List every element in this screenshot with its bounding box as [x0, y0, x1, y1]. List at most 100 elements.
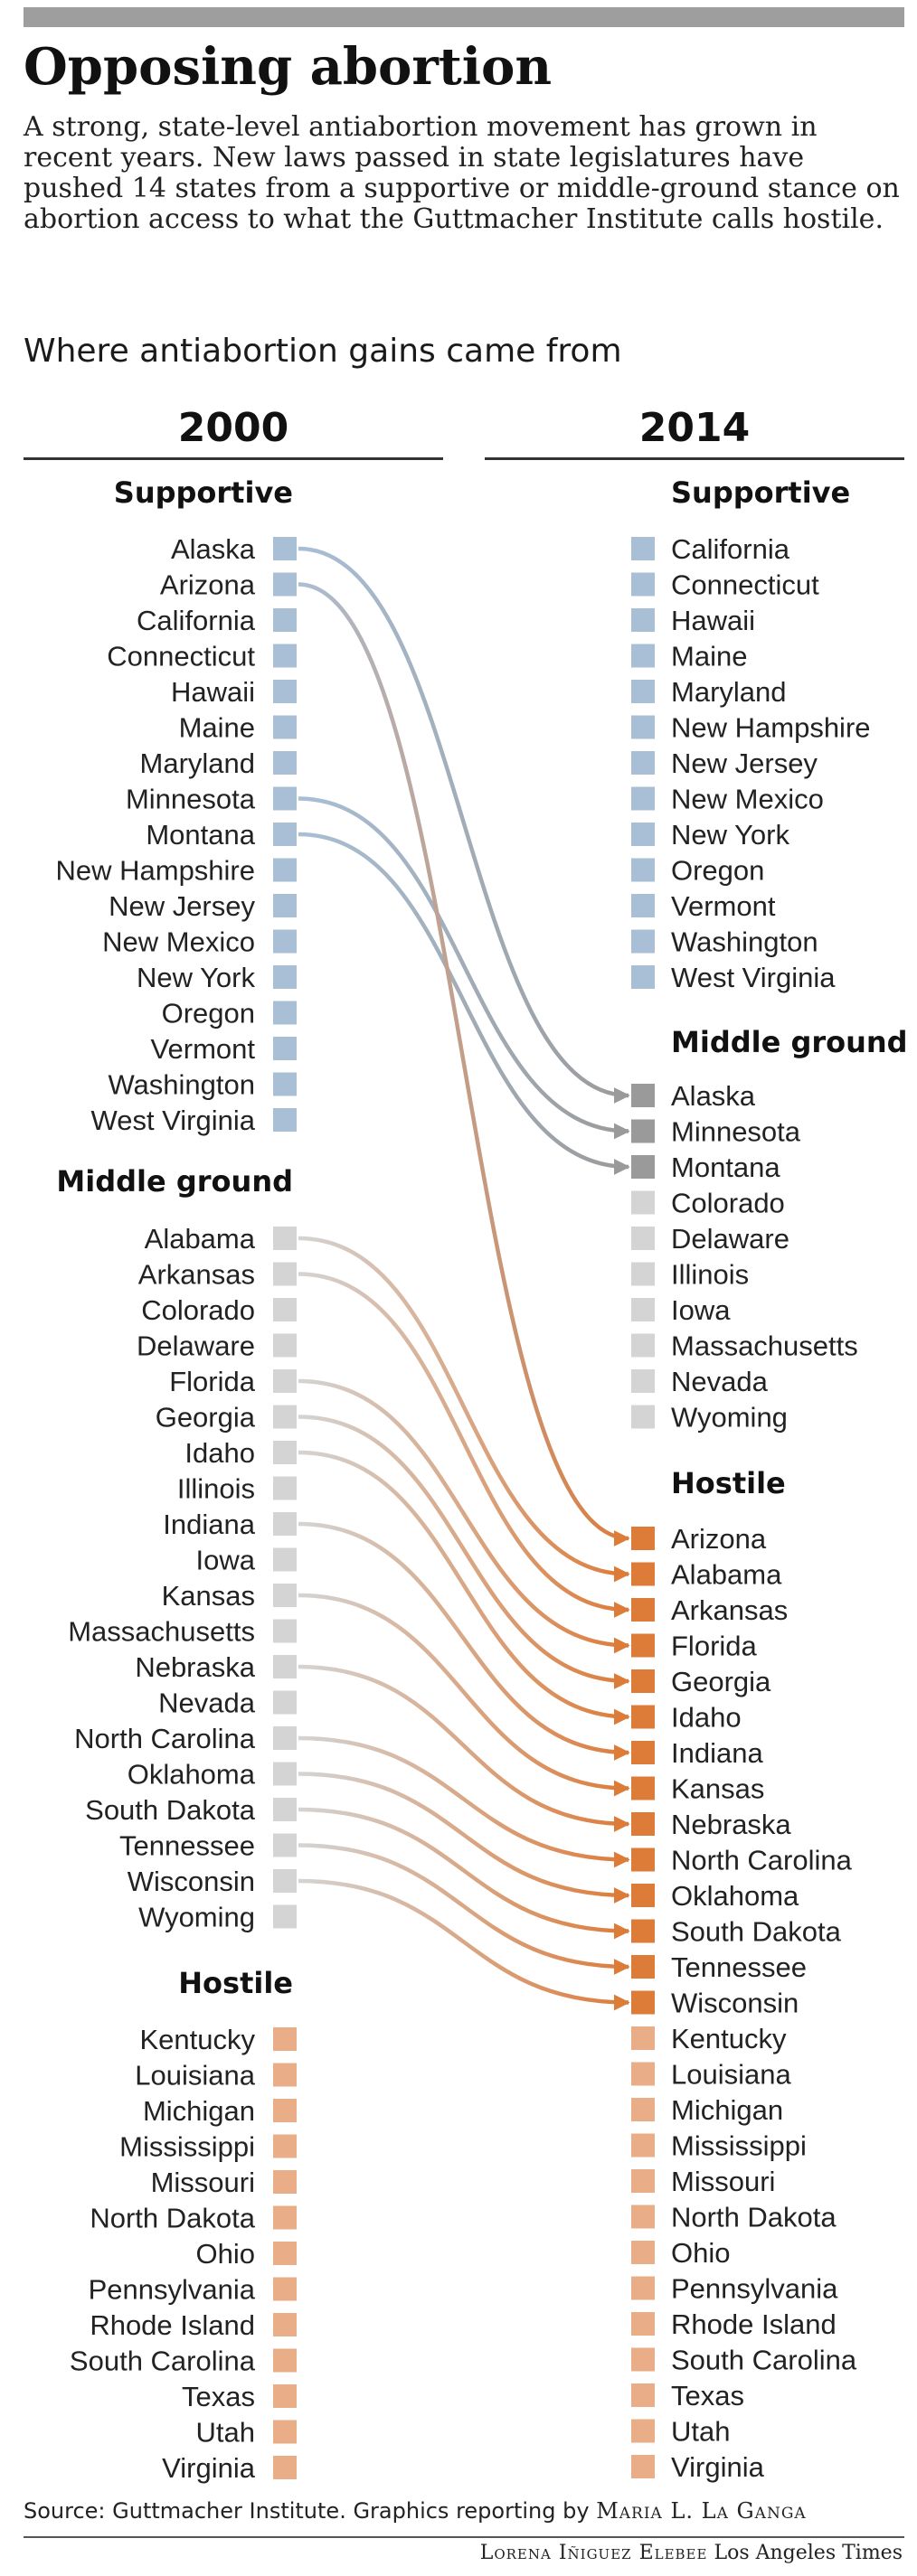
artist-name: Lorena Iñiguez Elebee — [479, 2542, 708, 2564]
state-2000-rhode-island: Rhode Island — [90, 2309, 255, 2341]
state-2014-georgia: Georgia — [671, 1666, 771, 1697]
square-2000-south-carolina — [273, 2348, 297, 2373]
square-2000-louisiana — [273, 2063, 297, 2087]
square-2000-north-carolina — [273, 1726, 297, 1750]
square-2000-vermont — [273, 1037, 297, 1060]
square-2000-maryland — [273, 751, 297, 775]
square-2000-new-jersey — [273, 894, 297, 917]
state-2000-delaware: Delaware — [137, 1330, 255, 1362]
square-2014-pennsylvania — [631, 2276, 655, 2300]
flow-oklahoma — [298, 1772, 630, 1904]
state-2000-wisconsin: Wisconsin — [128, 1866, 255, 1897]
square-2000-new-hampshire — [273, 858, 297, 882]
square-2014-washington — [631, 929, 655, 954]
square-2014-nevada — [631, 1369, 655, 1393]
state-2000-maine: Maine — [179, 712, 255, 744]
state-2014-north-carolina: North Carolina — [671, 1845, 853, 1876]
square-2014-california — [631, 537, 655, 560]
square-2000-utah — [273, 2420, 297, 2444]
square-2014-north-dakota — [631, 2205, 655, 2229]
state-2014-louisiana: Louisiana — [671, 2059, 791, 2091]
square-2014-north-carolina — [631, 1847, 655, 1872]
reporter-name: Maria L. La Ganga — [596, 2498, 807, 2524]
flow-north-carolina — [298, 1735, 630, 1868]
state-2000-oklahoma: Oklahoma — [128, 1759, 256, 1791]
state-2014-arizona: Arizona — [671, 1523, 767, 1555]
square-2000-connecticut — [273, 644, 297, 668]
state-2000-hawaii: Hawaii — [171, 676, 255, 708]
state-2000-north-carolina: North Carolina — [74, 1723, 256, 1754]
state-2000-maryland: Maryland — [140, 747, 256, 779]
square-2000-colorado — [273, 1298, 297, 1321]
square-2014-hawaii — [631, 608, 655, 632]
state-2000-ohio: Ohio — [196, 2238, 255, 2270]
square-2000-hawaii — [273, 680, 297, 703]
square-2000-nevada — [273, 1690, 297, 1715]
square-2014-tennessee — [631, 1955, 655, 1979]
flow-arkansas — [298, 1272, 630, 1618]
square-2014-vermont — [631, 894, 655, 917]
square-2000-maine — [273, 715, 297, 739]
square-2014-maryland — [631, 680, 655, 703]
state-2000-iowa: Iowa — [196, 1545, 256, 1576]
flow-kansas — [298, 1593, 630, 1797]
square-2014-virginia — [631, 2455, 655, 2478]
credit-line: Lorena Iñiguez Elebee Los Angeles Times — [480, 2542, 903, 2564]
state-2014-tennessee: Tennessee — [671, 1951, 807, 1983]
state-2000-washington: Washington — [108, 1069, 255, 1101]
state-2014-delaware: Delaware — [671, 1223, 789, 1255]
square-2014-montana — [631, 1155, 655, 1179]
square-2014-oklahoma — [631, 1884, 655, 1907]
year-2000-rule — [24, 457, 443, 460]
square-2000-indiana — [273, 1512, 297, 1536]
state-2014-connecticut: Connecticut — [671, 569, 819, 601]
square-2000-new-york — [273, 965, 297, 989]
flow-idaho — [298, 1450, 630, 1725]
state-2014-missouri: Missouri — [671, 2166, 775, 2197]
state-2000-nebraska: Nebraska — [135, 1651, 255, 1683]
square-2014-iowa — [631, 1298, 655, 1321]
state-2000-arkansas: Arkansas — [138, 1259, 255, 1291]
square-2014-georgia — [631, 1669, 655, 1693]
state-2000-louisiana: Louisiana — [135, 2060, 255, 2092]
state-2014-california: California — [671, 533, 790, 565]
square-2014-south-dakota — [631, 1919, 655, 1943]
group-2014-middle-ground: Middle ground — [671, 1025, 908, 1059]
state-2014-alabama: Alabama — [671, 1559, 782, 1591]
state-2014-mississippi: Mississippi — [671, 2130, 807, 2162]
square-2000-california — [273, 608, 297, 632]
flow-florida — [298, 1378, 630, 1654]
state-2000-georgia: Georgia — [156, 1402, 256, 1434]
state-2000-utah: Utah — [196, 2417, 255, 2449]
square-2014-illinois — [631, 1262, 655, 1286]
square-2000-michigan — [273, 2099, 297, 2122]
source-text: Source: Guttmacher Institute. Graphics r… — [24, 2498, 590, 2524]
state-2000-oregon: Oregon — [162, 998, 255, 1029]
state-2014-wyoming: Wyoming — [671, 1402, 788, 1434]
group-2014-supportive: Supportive — [671, 475, 850, 510]
square-2014-louisiana — [631, 2062, 655, 2086]
group-2000-hostile: Hostile — [178, 1966, 293, 2000]
state-2014-oregon: Oregon — [671, 855, 764, 887]
square-2014-texas — [631, 2383, 655, 2407]
column-2014: Supportive California Connecticut Hawaii Mai… — [631, 475, 908, 2483]
square-2014-arizona — [631, 1527, 655, 1550]
state-2014-hawaii: Hawaii — [671, 605, 755, 636]
state-2014-wisconsin: Wisconsin — [671, 1988, 799, 2019]
state-2014-arkansas: Arkansas — [671, 1594, 788, 1626]
state-2014-ohio: Ohio — [671, 2237, 730, 2269]
state-2014-texas: Texas — [671, 2380, 744, 2411]
state-2000-california: California — [137, 605, 256, 636]
square-2014-connecticut — [631, 572, 655, 597]
group-2000-supportive: Supportive — [114, 475, 293, 510]
state-2014-new-hampshire: New Hampshire — [671, 712, 871, 744]
flow-montana — [298, 832, 630, 1175]
square-2000-iowa — [273, 1547, 297, 1572]
state-2000-south-carolina: South Carolina — [70, 2346, 256, 2377]
state-2014-south-dakota: South Dakota — [671, 1916, 842, 1948]
state-2014-kansas: Kansas — [671, 1773, 764, 1805]
square-2014-wisconsin — [631, 1990, 655, 2015]
square-2014-alabama — [631, 1562, 655, 1586]
square-2014-delaware — [631, 1227, 655, 1250]
